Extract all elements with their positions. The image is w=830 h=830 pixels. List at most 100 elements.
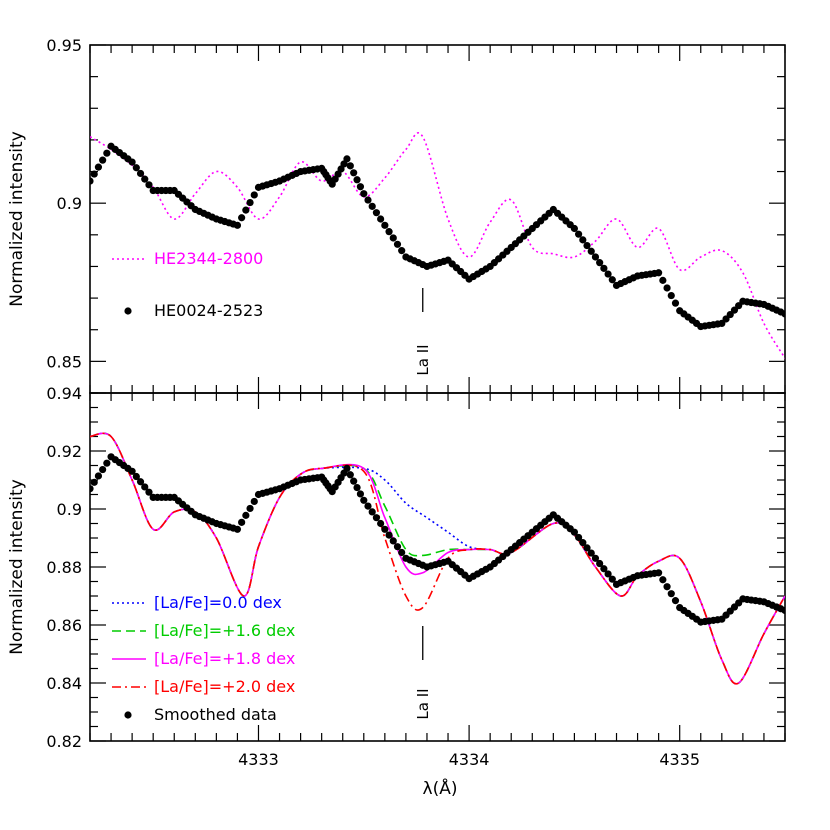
- data-point: [90, 170, 98, 178]
- data-point: [353, 483, 361, 492]
- data-point: [655, 269, 663, 277]
- data-point: [136, 169, 145, 178]
- y-tick-label: 0.95: [46, 36, 82, 55]
- data-point: [360, 190, 368, 198]
- data-point: [398, 548, 406, 557]
- y-tick-label: 0.88: [46, 558, 82, 577]
- data-point: [103, 459, 111, 467]
- data-point: [377, 519, 385, 528]
- data-point: [659, 276, 667, 284]
- data-point: [356, 490, 365, 498]
- plot-area: [90, 132, 785, 359]
- legend-label: [La/Fe]=+1.8 dex: [154, 649, 295, 668]
- x-tick-label: 4335: [659, 750, 700, 769]
- data-point: [364, 196, 372, 204]
- data-point: [356, 183, 365, 191]
- y-ticks: [90, 392, 785, 742]
- legend-label: [La/Fe]=0.0 dex: [154, 593, 282, 612]
- data-point: [346, 471, 354, 479]
- y-tick-label: 0.94: [46, 384, 82, 403]
- data-point: [350, 169, 358, 177]
- data-point: [579, 236, 587, 244]
- data-point: [141, 175, 149, 183]
- legend: HE2344-2800 HE0024-2523: [112, 249, 263, 320]
- plot-area: [90, 432, 785, 685]
- data-point: [145, 181, 153, 189]
- y-tick-label: 0.84: [46, 674, 82, 693]
- data-point: [372, 514, 381, 522]
- data-point: [389, 537, 397, 545]
- data-point: [242, 206, 250, 214]
- data-point: [385, 531, 393, 539]
- data-point: [381, 525, 389, 533]
- data-point: [671, 597, 680, 605]
- shared-axis-labels: Normalized intensity Normalized intensit…: [7, 131, 457, 799]
- legend: [La/Fe]=0.0 dex [La/Fe]=+1.6 dex [La/Fe]=+…: [112, 593, 295, 724]
- data-point: [587, 549, 595, 557]
- data-point: [389, 234, 397, 242]
- data-point: [136, 478, 145, 486]
- data-point: [570, 224, 578, 233]
- data-point: [398, 247, 406, 255]
- data-point: [600, 565, 608, 573]
- legend-label: [La/Fe]=+1.6 dex: [154, 621, 295, 640]
- data-point: [591, 253, 600, 261]
- legend-symbol: [124, 307, 132, 315]
- data-point: [663, 583, 671, 591]
- data-point: [94, 472, 103, 480]
- data-point: [250, 191, 258, 199]
- y-tick-label: 0.9: [57, 500, 82, 519]
- data-point: [343, 464, 351, 472]
- data-point: [608, 276, 616, 284]
- bottom-panel: 4333 4334 4335 0.82 0.84 0.86 0.88 0.9 0.92 0.94 L…: [46, 384, 786, 769]
- annotation-label: La II: [414, 344, 432, 375]
- x-ticks: [89, 45, 786, 393]
- data-point: [90, 478, 98, 486]
- top-panel: 0.85 0.9 0.95 La II HE2344-2800 HE0024-2523: [46, 36, 786, 394]
- legend-symbol: [124, 711, 132, 719]
- data-point: [238, 518, 246, 526]
- y-tick-label: 0.92: [46, 442, 82, 461]
- y-ticks: [90, 44, 785, 394]
- legend-label: Smoothed data: [154, 705, 277, 724]
- series-line-he2344-2800: [90, 132, 785, 359]
- data-point: [393, 240, 402, 248]
- data-point: [238, 214, 246, 222]
- x-axis-label: λ(Å): [423, 777, 458, 799]
- data-point: [570, 528, 578, 536]
- data-point: [364, 502, 372, 510]
- data-point: [393, 543, 402, 551]
- data-point: [377, 215, 385, 223]
- data-point: [132, 164, 140, 172]
- data-point: [671, 299, 680, 307]
- x-tick-label: 4334: [449, 750, 490, 769]
- data-point: [353, 176, 361, 184]
- data-point: [145, 488, 153, 496]
- y-axis-label-bottom: Normalized intensity: [7, 479, 27, 655]
- y-axis-label-top: Normalized intensity: [7, 131, 27, 307]
- data-point: [781, 310, 785, 318]
- data-point: [90, 485, 94, 493]
- legend-label: HE0024-2523: [154, 301, 263, 320]
- series-smoothed-data: [90, 453, 785, 626]
- data-point: [781, 606, 785, 615]
- data-point: [343, 155, 351, 163]
- data-point: [360, 496, 368, 504]
- data-point: [246, 504, 254, 513]
- data-point: [655, 569, 663, 577]
- data-point: [90, 177, 94, 185]
- data-point: [583, 241, 591, 250]
- data-point: [128, 467, 136, 475]
- data-point: [368, 202, 376, 210]
- data-point: [667, 291, 675, 300]
- annotation-label: La II: [414, 688, 432, 719]
- data-point: [596, 559, 604, 568]
- y-tick-label: 0.86: [46, 616, 82, 635]
- y-tick-label: 0.85: [46, 352, 82, 371]
- data-point: [99, 465, 107, 474]
- data-point: [372, 209, 381, 217]
- data-point: [250, 497, 258, 506]
- data-point: [242, 511, 250, 519]
- data-point: [141, 483, 149, 491]
